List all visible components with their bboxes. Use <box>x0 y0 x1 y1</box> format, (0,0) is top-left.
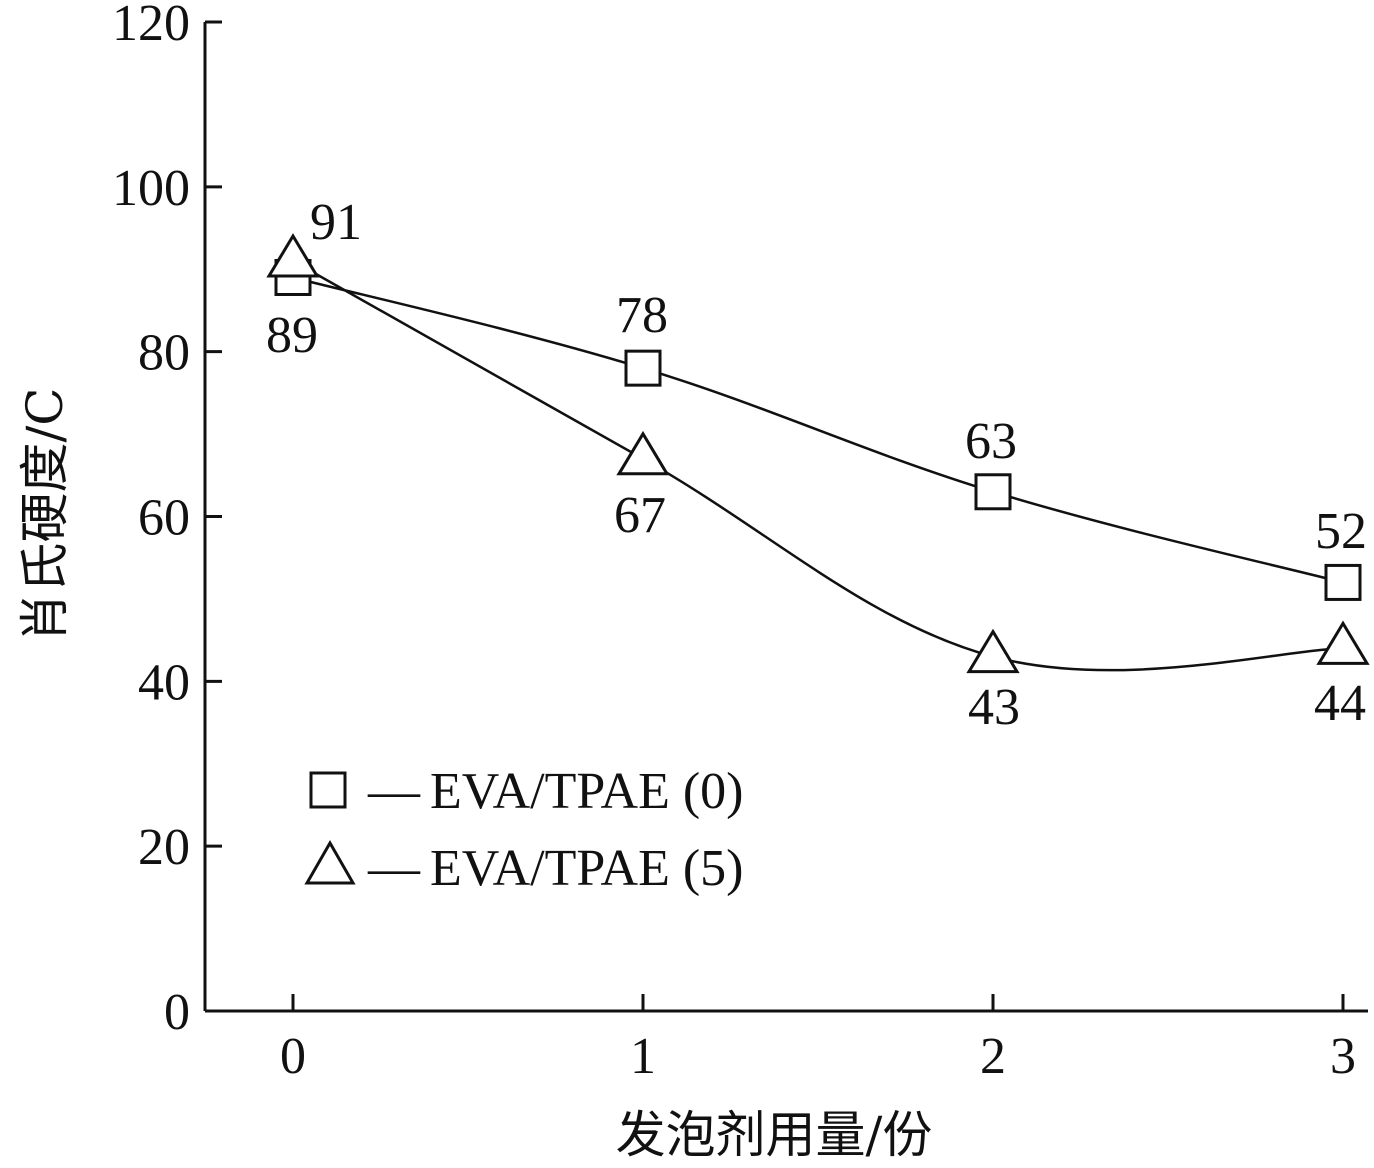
x-axis-title: 发泡剂用量/份 <box>616 1106 933 1164</box>
x-ticks: 0 1 2 3 <box>280 994 1356 1085</box>
legend-label-1: EVA/TPAE (5) <box>430 840 743 897</box>
data-label-s0-3: 52 <box>1315 503 1367 560</box>
marker-square-3 <box>1326 565 1360 599</box>
y-tick-label-5: 100 <box>112 160 190 217</box>
legend-triangle-icon <box>307 843 353 883</box>
data-label-s0-2: 63 <box>965 413 1017 470</box>
data-label-s1-2: 43 <box>968 679 1020 736</box>
y-tick-label-3: 60 <box>138 490 190 547</box>
marker-triangle-3 <box>1319 623 1367 663</box>
series-layer <box>269 236 1367 672</box>
series-line-1 <box>293 261 1343 670</box>
marker-square-2 <box>976 475 1010 509</box>
legend: — EVA/TPAE (0) — EVA/TPAE (5) <box>307 763 743 897</box>
x-tick-label-2: 2 <box>980 1028 1006 1085</box>
y-axis-title: 肖氏硬度/C <box>16 387 74 642</box>
data-label-s1-0: 91 <box>310 194 362 251</box>
y-tick-label-6: 120 <box>112 0 190 52</box>
y-tick-label-4: 80 <box>138 325 190 382</box>
legend-label-0: EVA/TPAE (0) <box>430 763 743 820</box>
y-tick-label-1: 20 <box>138 819 190 876</box>
series-line-0 <box>293 277 1343 582</box>
data-label-s0-1: 78 <box>616 287 668 344</box>
marker-triangle-1 <box>619 434 667 474</box>
data-labels: 89 78 63 52 91 67 43 44 <box>266 194 1367 736</box>
data-label-s0-0: 89 <box>266 307 318 364</box>
marker-square-1 <box>626 351 660 385</box>
legend-dash-0: — <box>367 763 421 820</box>
x-tick-label-3: 3 <box>1330 1028 1356 1085</box>
data-label-s1-3: 44 <box>1314 675 1366 732</box>
y-tick-label-0: 0 <box>164 984 190 1041</box>
x-tick-label-1: 1 <box>630 1028 656 1085</box>
y-tick-label-2: 40 <box>138 654 190 711</box>
legend-dash-1: — <box>367 840 421 897</box>
data-label-s1-1: 67 <box>614 487 666 544</box>
x-tick-label-0: 0 <box>280 1028 306 1085</box>
legend-square-icon <box>311 773 345 807</box>
